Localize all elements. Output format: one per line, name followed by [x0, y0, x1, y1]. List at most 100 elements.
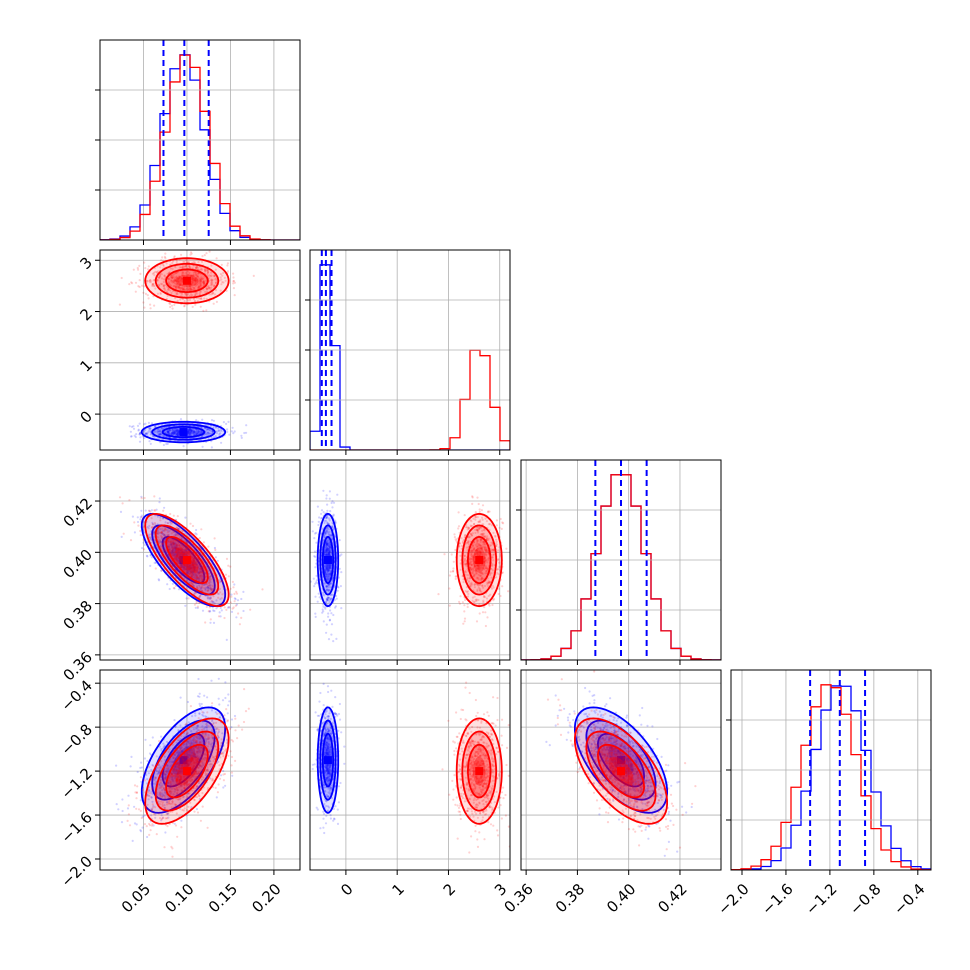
- scatter-point: [168, 429, 172, 432]
- scatter-point: [186, 570, 189, 573]
- scatter-point: [181, 554, 185, 557]
- scatter-point: [173, 534, 176, 537]
- scatter-point: [164, 252, 167, 255]
- scatter-point: [187, 721, 190, 724]
- scatter-point: [176, 431, 180, 434]
- scatter-point: [498, 561, 501, 564]
- scatter-point: [158, 501, 161, 504]
- scatter-point: [198, 280, 201, 284]
- scatter-point: [154, 270, 157, 273]
- scatter-point: [172, 432, 175, 435]
- scatter-point: [470, 546, 473, 549]
- scatter-point: [474, 569, 478, 573]
- scatter-point: [325, 553, 328, 556]
- scatter-point: [486, 510, 490, 514]
- scatter-point: [313, 537, 316, 540]
- scatter-point: [173, 572, 176, 576]
- scatter-point: [174, 430, 177, 433]
- scatter-point: [476, 529, 479, 532]
- scatter-point: [490, 567, 493, 571]
- scatter-point: [157, 530, 160, 534]
- scatter-point: [138, 422, 141, 425]
- scatter-point: [145, 432, 148, 435]
- scatter-point: [178, 266, 181, 269]
- scatter-point: [448, 587, 451, 590]
- scatter-point: [160, 535, 163, 538]
- scatter-point: [327, 615, 330, 618]
- scatter-point: [326, 569, 330, 573]
- scatter-point: [169, 263, 172, 266]
- scatter-point: [196, 431, 199, 434]
- scatter-point: [240, 434, 243, 437]
- scatter-point: [193, 563, 196, 566]
- scatter-point: [153, 274, 156, 277]
- scatter-point: [133, 434, 136, 437]
- scatter-point: [476, 567, 480, 570]
- panel-2-2: [516, 459, 722, 665]
- scatter-point: [154, 813, 157, 816]
- scatter-point: [324, 531, 327, 534]
- scatter-point: [225, 608, 228, 612]
- scatter-point: [193, 560, 196, 563]
- scatter-point: [475, 567, 478, 570]
- scatter-point: [198, 567, 201, 571]
- scatter-point: [192, 271, 195, 274]
- scatter-point: [183, 549, 186, 552]
- scatter-point: [139, 432, 142, 435]
- scatter-point: [176, 553, 179, 556]
- scatter-point: [207, 428, 211, 431]
- scatter-point: [189, 274, 192, 277]
- scatter-point: [328, 547, 331, 550]
- scatter-point: [479, 551, 482, 554]
- scatter-point: [171, 547, 174, 550]
- scatter-point: [185, 551, 188, 554]
- scatter-point: [483, 606, 486, 609]
- scatter-point: [233, 714, 237, 718]
- scatter-point: [495, 576, 498, 579]
- scatter-point: [197, 564, 200, 567]
- scatter-point: [196, 772, 199, 775]
- scatter-point: [497, 573, 500, 576]
- scatter-point: [176, 553, 179, 557]
- scatter-point: [195, 571, 198, 574]
- scatter-point: [204, 290, 207, 293]
- scatter-point: [190, 429, 193, 432]
- scatter-point: [328, 589, 331, 592]
- scatter-point: [156, 532, 159, 536]
- scatter-point: [208, 584, 211, 587]
- scatter-point: [183, 554, 186, 557]
- scatter-point: [175, 544, 178, 547]
- scatter-point: [142, 518, 145, 521]
- scatter-point: [481, 516, 484, 519]
- scatter-point: [326, 553, 329, 556]
- scatter-point: [179, 278, 182, 281]
- scatter-point: [189, 266, 192, 269]
- scatter-point: [466, 574, 469, 577]
- scatter-point: [193, 603, 196, 606]
- scatter-point: [459, 554, 462, 557]
- scatter-point: [326, 548, 330, 551]
- scatter-point: [185, 567, 188, 570]
- scatter-point: [199, 594, 202, 597]
- scatter-point: [198, 584, 201, 587]
- scatter-point: [174, 547, 177, 550]
- scatter-point: [171, 553, 174, 557]
- scatter-point: [176, 434, 179, 437]
- scatter-point: [325, 585, 328, 589]
- scatter-point: [478, 528, 481, 531]
- scatter-point: [178, 535, 181, 539]
- scatter-point: [323, 554, 326, 557]
- scatter-point: [206, 270, 210, 273]
- scatter-point: [471, 544, 474, 547]
- scatter-point: [483, 547, 486, 550]
- scatter-point: [483, 545, 486, 548]
- scatter-point: [189, 428, 192, 431]
- scatter-point: [231, 774, 234, 777]
- scatter-point: [191, 553, 194, 556]
- scatter-point: [199, 285, 202, 288]
- scatter-point: [469, 533, 473, 536]
- scatter-point: [470, 552, 473, 556]
- scatter-point: [321, 608, 324, 611]
- scatter-point: [147, 430, 150, 433]
- scatter-point: [162, 543, 165, 546]
